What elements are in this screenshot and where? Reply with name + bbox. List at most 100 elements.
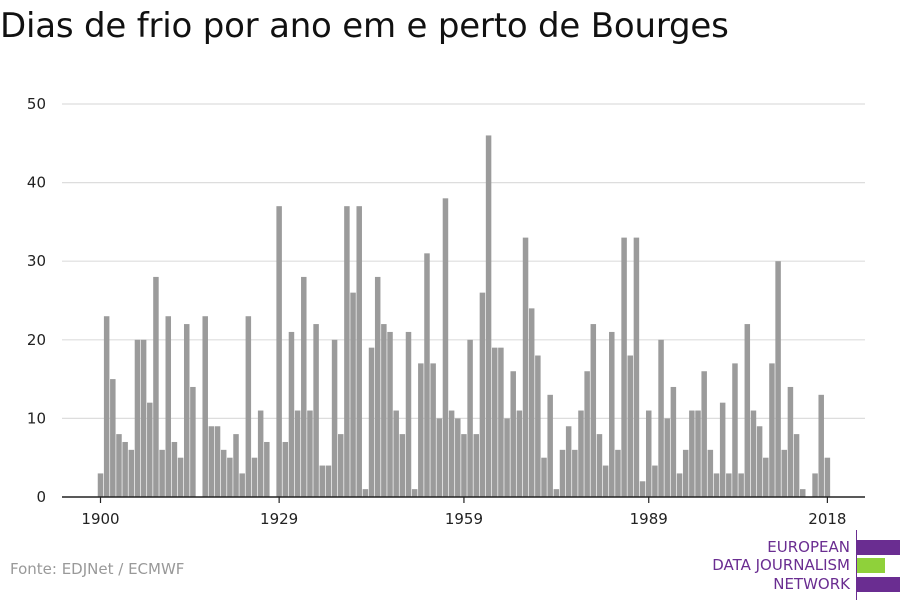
bar-1917: [202, 316, 208, 497]
bar-2002: [726, 473, 732, 497]
bar-1931: [288, 331, 295, 497]
logo-bar-top: [857, 540, 900, 555]
bar-1985: [621, 237, 627, 497]
bar-1997: [695, 410, 701, 497]
bar-1953: [424, 253, 430, 497]
bar-1905: [128, 449, 135, 497]
bar-1909: [153, 276, 159, 497]
logo-bar-middle: [857, 558, 885, 573]
y-tick-label-40: 40: [27, 174, 46, 192]
bar-2016: [812, 473, 818, 497]
bar-1903: [116, 434, 122, 497]
logo-rule: [856, 530, 857, 600]
bar-1933: [301, 276, 307, 497]
bar-2005: [744, 324, 751, 497]
bar-1992: [664, 418, 670, 497]
bar-2009: [769, 363, 775, 497]
bar-series: [97, 135, 831, 497]
bar-1912: [171, 441, 178, 497]
x-tick-label-1900: 1900: [81, 510, 119, 528]
bar-1959: [461, 434, 467, 497]
bar-1951: [411, 489, 418, 497]
bar-2008: [763, 457, 769, 497]
bar-1996: [689, 410, 695, 497]
bar-1984: [615, 449, 621, 497]
bar-1965: [498, 347, 504, 497]
bar-1930: [282, 441, 289, 497]
y-tick-label-50: 50: [27, 95, 46, 113]
bar-1956: [442, 198, 449, 497]
bar-2018: [824, 457, 831, 497]
bar-1950: [405, 331, 412, 497]
bar-1906: [134, 339, 141, 497]
bar-1962: [479, 292, 486, 497]
bar-1970: [528, 308, 535, 497]
bar-1999: [707, 449, 714, 497]
bar-1972: [541, 457, 547, 497]
bar-1991: [658, 339, 664, 497]
bar-2012: [787, 386, 794, 497]
bar-1989: [645, 410, 652, 497]
bar-1900: [97, 473, 104, 497]
bar-1901: [103, 316, 110, 497]
bar-2006: [750, 410, 757, 497]
bar-1922: [233, 434, 239, 497]
bar-1910: [159, 449, 165, 497]
bar-1981: [596, 434, 603, 497]
y-tick-label-0: 0: [36, 488, 46, 506]
bar-2017: [818, 394, 824, 497]
x-tick-label-2018: 2018: [808, 510, 846, 528]
bar-1925: [251, 457, 258, 497]
bar-1913: [177, 457, 184, 497]
bar-1969: [522, 237, 529, 497]
y-tick-label-30: 30: [27, 252, 46, 270]
bar-1986: [627, 355, 634, 497]
bar-1915: [190, 386, 196, 497]
bar-1994: [676, 473, 683, 497]
bar-2004: [738, 473, 744, 497]
bar-1919: [214, 426, 221, 497]
bar-1998: [701, 371, 707, 497]
bar-1934: [307, 410, 313, 497]
bar-1963: [485, 135, 492, 497]
bar-1952: [418, 363, 424, 497]
bar-1908: [147, 402, 153, 497]
bar-2007: [756, 426, 763, 497]
bar-1948: [393, 410, 399, 497]
bar-1961: [473, 434, 480, 497]
chart-title: Dias de frio por ano em e perto de Bourg…: [0, 6, 729, 46]
bar-1978: [578, 410, 584, 497]
bar-1941: [350, 292, 356, 497]
bar-1982: [602, 465, 609, 497]
bar-1954: [430, 363, 436, 497]
x-axis-ticks: 1900 1929 1959 1989 2018: [81, 497, 846, 528]
bar-1958: [455, 418, 461, 497]
bar-1935: [313, 324, 319, 497]
logo-bar-bottom: [857, 577, 900, 592]
bar-1936: [319, 465, 326, 497]
bar-1943: [362, 489, 369, 497]
bar-1942: [356, 206, 362, 497]
x-tick-label-1959: 1959: [445, 510, 483, 528]
bar-1902: [110, 379, 116, 497]
bar-1967: [510, 371, 516, 497]
bar-1918: [208, 426, 215, 497]
bar-1977: [572, 449, 578, 497]
bar-1975: [559, 449, 566, 497]
bar-2000: [713, 473, 720, 497]
bar-1995: [682, 449, 689, 497]
bar-1993: [670, 386, 677, 497]
bar-1923: [239, 473, 245, 497]
logo-text-data-journalism: DATA JOURNALISM: [712, 556, 850, 574]
bar-1940: [344, 206, 350, 497]
bar-2001: [719, 402, 726, 497]
bar-2011: [781, 449, 788, 497]
bar-1987: [633, 237, 640, 497]
bar-1937: [325, 465, 332, 497]
bar-1968: [516, 410, 523, 497]
bar-1927: [264, 441, 270, 497]
bar-1966: [504, 418, 510, 497]
bar-1914: [183, 324, 190, 497]
bar-1938: [331, 339, 338, 497]
